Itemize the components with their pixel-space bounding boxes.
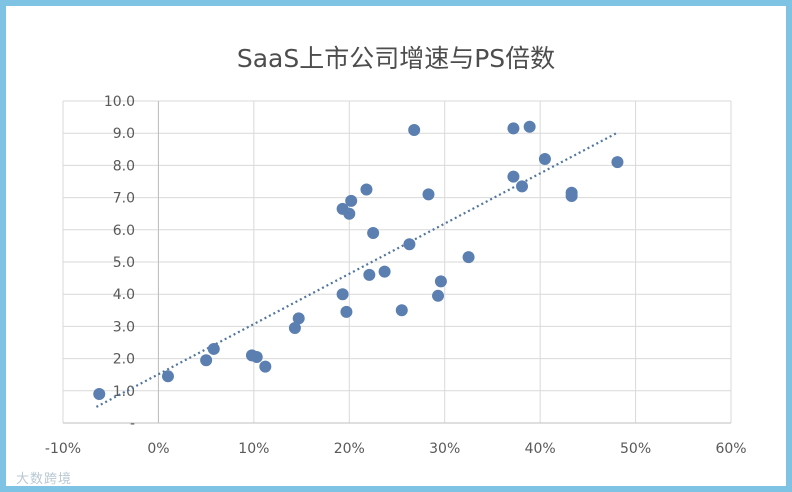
data-point xyxy=(161,370,174,383)
y-tick-label: 3.0 xyxy=(113,319,135,335)
data-point xyxy=(288,322,301,335)
data-point xyxy=(336,288,349,301)
data-point xyxy=(538,152,551,165)
data-point xyxy=(408,123,421,136)
data-point xyxy=(507,122,520,135)
data-point xyxy=(363,268,376,281)
y-tick-label: 6.0 xyxy=(113,223,135,239)
x-tick-label: 40% xyxy=(525,441,556,457)
x-tick-label: 0% xyxy=(147,441,169,457)
chart-title: SaaS上市公司增速与PS倍数 xyxy=(237,44,555,73)
chart-area: SaaS上市公司增速与PS倍数 -1.02.03.04.05.06.07.08.… xyxy=(6,6,786,487)
scatter-chart: SaaS上市公司增速与PS倍数 -1.02.03.04.05.06.07.08.… xyxy=(45,44,747,457)
x-tick-label: 60% xyxy=(715,441,746,457)
y-tick-label: 7.0 xyxy=(113,191,135,207)
data-point xyxy=(462,251,475,264)
data-point xyxy=(93,388,106,401)
axis-lines xyxy=(63,101,731,424)
data-point xyxy=(523,120,536,133)
y-tick-label: 9.0 xyxy=(113,126,135,142)
x-tick-label: 30% xyxy=(429,441,460,457)
data-point xyxy=(207,342,220,355)
x-axis-ticks: -10% 0% 10% 20% 30% 40% 50% 60% xyxy=(45,441,747,457)
data-point xyxy=(259,360,272,373)
x-tick-label: 50% xyxy=(620,441,651,457)
trendline xyxy=(95,132,617,408)
watermark-text: 大数跨境 xyxy=(16,472,73,487)
data-point xyxy=(611,156,624,169)
data-point xyxy=(516,180,529,193)
data-point xyxy=(403,238,416,251)
data-point xyxy=(565,189,578,202)
trendline-group xyxy=(95,132,617,408)
y-tick-label: 5.0 xyxy=(113,255,135,271)
y-tick-label: 2.0 xyxy=(113,352,135,368)
data-point xyxy=(200,354,213,367)
data-point xyxy=(343,207,356,220)
y-tick-label: 8.0 xyxy=(113,158,135,174)
data-point xyxy=(507,170,520,183)
x-tick-label: -10% xyxy=(45,441,81,457)
data-point xyxy=(378,265,391,278)
data-point xyxy=(250,350,263,363)
data-point xyxy=(340,305,353,318)
x-tick-label: 20% xyxy=(334,441,365,457)
y-axis-ticks: -1.02.03.04.05.06.07.08.09.010.0 xyxy=(104,94,135,432)
data-point xyxy=(360,183,373,196)
data-point xyxy=(292,312,305,325)
data-points xyxy=(93,120,624,401)
y-tick-label: 10.0 xyxy=(104,94,135,110)
data-point xyxy=(432,289,445,302)
data-point xyxy=(434,275,447,288)
data-point xyxy=(395,304,408,317)
data-point xyxy=(367,227,380,240)
x-tick-label: 10% xyxy=(238,441,269,457)
data-point xyxy=(345,194,358,207)
y-tick-label: - xyxy=(130,416,135,432)
data-point xyxy=(422,188,435,201)
y-tick-label: 4.0 xyxy=(113,287,135,303)
